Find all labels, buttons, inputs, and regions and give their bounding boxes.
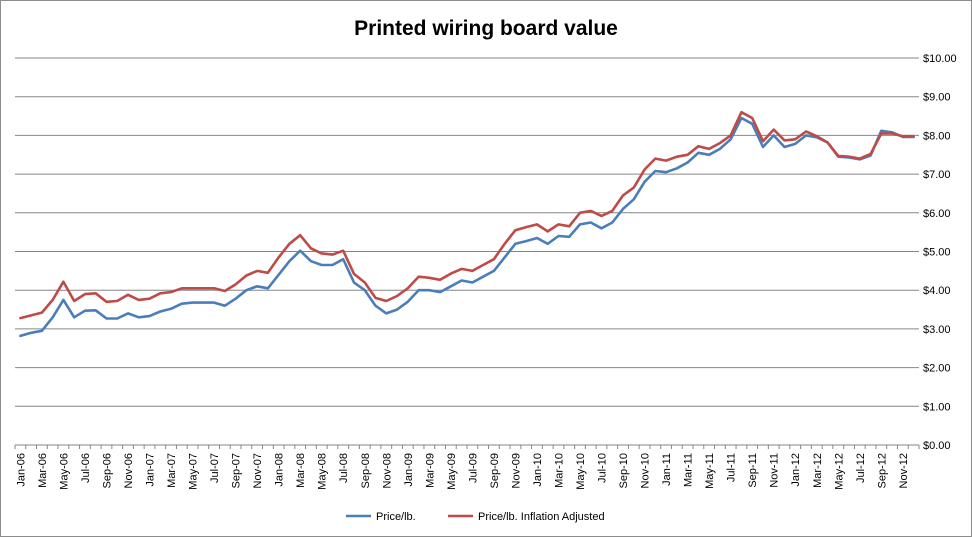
x-tick-label: Jan-07 — [145, 453, 157, 487]
legend-label-0: Price/lb. — [376, 511, 416, 523]
x-tick-label: Nov-11 — [769, 453, 781, 488]
x-tick-label: Mar-10 — [553, 453, 565, 488]
x-tick-label: Mar-07 — [166, 453, 178, 488]
y-tick-label: $3.00 — [923, 324, 951, 336]
legend-label-1: Price/lb. Inflation Adjusted — [478, 511, 605, 523]
x-tick-label: Nov-08 — [381, 453, 393, 488]
x-tick-label: Mar-12 — [812, 453, 824, 488]
x-tick-label: Jul-10 — [597, 453, 609, 483]
x-tick-label: Jul-12 — [855, 453, 867, 483]
x-tick-label: May-07 — [188, 453, 200, 490]
y-tick-label: $9.00 — [923, 92, 951, 104]
x-tick-label: Jan-11 — [661, 453, 673, 486]
y-axis-tick-labels: $0.00 $1.00 $2.00 $3.00 $4.00 $5.00 $6.00 $7.00… — [923, 53, 957, 452]
y-tick-label: $5.00 — [923, 247, 951, 259]
legend: Price/lb. Price/lb. Inflation Adjusted — [346, 511, 605, 523]
y-tick-label: $8.00 — [923, 130, 951, 142]
x-tick-label: Jul-06 — [80, 453, 92, 483]
x-tick-label: Jul-11 — [726, 453, 738, 482]
x-tick-label: May-08 — [317, 453, 329, 490]
x-tick-label: Mar-09 — [424, 453, 436, 488]
y-tick-label: $10.00 — [923, 53, 957, 65]
y-tick-label: $6.00 — [923, 208, 951, 220]
x-tick-label: Nov-07 — [252, 453, 264, 488]
x-tick-label: Sep-07 — [231, 453, 243, 488]
x-tick-label: May-10 — [575, 453, 587, 490]
x-tick-label: Sep-10 — [618, 453, 630, 488]
series-line-0 — [19, 116, 915, 338]
x-tick-label: Jan-09 — [403, 453, 415, 487]
x-tick-label: Sep-09 — [489, 453, 501, 488]
y-tick-label: $0.00 — [923, 440, 951, 452]
x-tick-label: Nov-06 — [123, 453, 135, 488]
x-tick-label: May-11 — [704, 453, 716, 489]
x-tick-label: Mar-08 — [295, 453, 307, 488]
x-tick-label: Sep-08 — [360, 453, 372, 488]
x-tick-label: Nov-12 — [898, 453, 910, 488]
x-tick-label: Sep-06 — [101, 453, 113, 488]
y-tick-label: $4.00 — [923, 285, 951, 297]
x-tick-label: Jan-12 — [790, 453, 802, 487]
series-lines — [19, 110, 915, 338]
x-tick-label: Sep-12 — [876, 453, 888, 488]
x-tick-label: May-12 — [833, 453, 845, 490]
gridlines — [14, 57, 920, 449]
x-axis-tick-labels: Jan-06 Mar-06 May-06 Jul-06 Sep-06 Nov-06 Jan-… — [15, 453, 909, 490]
x-tick-label: Mar-11 — [683, 453, 695, 487]
x-tick-label: May-09 — [446, 453, 458, 490]
x-tick-label: Mar-06 — [37, 453, 49, 488]
x-tick-label: Jan-10 — [532, 453, 544, 487]
x-tick-label: Jul-07 — [209, 453, 221, 483]
x-tick-label: Sep-11 — [747, 453, 759, 488]
y-tick-label: $7.00 — [923, 169, 951, 181]
series-line-1 — [19, 110, 915, 320]
x-tick-label: Jan-08 — [274, 453, 286, 487]
chart-title: Printed wiring board value — [354, 17, 618, 40]
x-tick-label: Nov-09 — [510, 453, 522, 488]
x-tick-label: Jul-08 — [338, 453, 350, 483]
x-tick-label: Jul-09 — [467, 453, 479, 483]
x-tick-label: May-06 — [58, 453, 70, 490]
y-tick-label: $1.00 — [923, 401, 951, 413]
x-tick-label: Jan-06 — [15, 453, 27, 487]
x-tick-label: Nov-10 — [640, 453, 652, 488]
y-tick-label: $2.00 — [923, 363, 951, 375]
